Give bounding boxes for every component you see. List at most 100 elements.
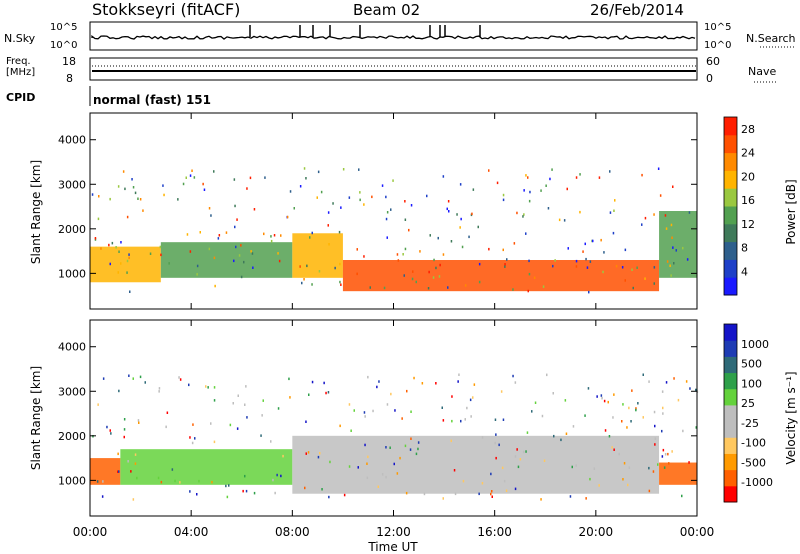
echo-speckle xyxy=(689,387,691,390)
echo-speckle xyxy=(193,176,196,179)
echo-speckle xyxy=(109,197,111,201)
echo-speckle xyxy=(442,175,445,178)
echo-speckle xyxy=(526,431,529,434)
echo-speckle xyxy=(438,275,441,278)
echo-speckle xyxy=(478,262,481,266)
colorbar-swatch xyxy=(724,324,737,341)
echo-speckle xyxy=(185,176,187,179)
echo-speckle xyxy=(306,264,308,268)
echo-speckle xyxy=(668,462,670,465)
xtick-label: 16:00 xyxy=(477,525,512,539)
echo-speckle xyxy=(327,211,330,214)
echo-speckle xyxy=(123,428,126,431)
echo-speckle xyxy=(435,266,437,270)
echo-speckle xyxy=(208,247,211,251)
echo-speckle xyxy=(491,495,493,498)
echo-speckle xyxy=(202,182,204,186)
echo-speckle xyxy=(642,373,644,376)
echo-speckle xyxy=(299,185,302,188)
echo-speckle xyxy=(217,237,220,240)
echo-speckle xyxy=(504,263,506,266)
nsky-tick-bottom-right: 10^0 xyxy=(704,40,731,51)
echo-speckle xyxy=(540,498,542,501)
echo-speckle xyxy=(552,264,554,268)
colorbar-tick-label: 12 xyxy=(741,218,755,231)
echo-speckle xyxy=(339,280,341,284)
echo-speckle xyxy=(240,244,242,247)
echo-speckle xyxy=(502,193,505,197)
echo-speckle xyxy=(681,494,683,498)
echo-speckle xyxy=(569,495,572,498)
echo-speckle xyxy=(673,377,675,380)
echo-speckle xyxy=(459,226,461,229)
echo-speckle xyxy=(327,224,329,227)
echo-speckle xyxy=(270,440,272,443)
echo-speckle xyxy=(332,202,334,205)
echo-speckle xyxy=(618,452,620,456)
echo-speckle xyxy=(117,452,119,456)
echo-speckle xyxy=(403,274,405,277)
echo-speckle xyxy=(316,196,318,199)
echo-speckle xyxy=(377,485,379,488)
echo-speckle xyxy=(442,253,445,256)
echo-speckle xyxy=(621,266,624,269)
colorbar-swatch xyxy=(724,170,737,189)
echo-speckle xyxy=(624,279,626,282)
echo-speckle xyxy=(566,187,568,191)
echo-speckle xyxy=(97,403,99,406)
echo-speckle xyxy=(397,259,400,262)
echo-speckle xyxy=(385,446,387,449)
echo-speckle xyxy=(490,492,492,496)
echo-speckle xyxy=(128,256,130,260)
echo-speckle xyxy=(500,390,503,393)
echo-speckle xyxy=(461,245,464,249)
ytick-label: 4000 xyxy=(58,134,86,147)
echo-speckle xyxy=(589,477,591,481)
echo-speckle xyxy=(261,414,263,417)
echo-speckle xyxy=(357,466,359,469)
echo-speckle xyxy=(528,199,531,203)
echo-speckle xyxy=(293,207,295,210)
colorbar-tick-label: -500 xyxy=(741,456,766,469)
echo-band xyxy=(90,246,161,283)
echo-speckle xyxy=(307,451,310,454)
colorbar-swatch xyxy=(724,356,737,374)
echo-speckle xyxy=(464,284,467,287)
echo-speckle xyxy=(160,480,163,484)
echo-speckle xyxy=(659,194,662,197)
nsearch-label: N.Search xyxy=(746,32,796,45)
echo-speckle xyxy=(311,380,314,384)
echo-speckle xyxy=(525,174,527,177)
echo-speckle xyxy=(179,481,181,484)
colorbar-tick-label: 500 xyxy=(741,358,762,371)
echo-speckle xyxy=(100,247,102,250)
cpid-value: normal (fast) 151 xyxy=(93,93,211,107)
echo-speckle xyxy=(364,443,366,447)
ytick-label: 3000 xyxy=(58,385,86,398)
echo-speckle xyxy=(97,217,100,221)
echo-speckle xyxy=(411,277,414,281)
echo-speckle xyxy=(636,266,638,269)
echo-speckle xyxy=(607,400,609,404)
echo-speckle xyxy=(592,239,594,243)
echo-speckle xyxy=(246,187,248,190)
echo-speckle xyxy=(608,435,611,438)
echo-speckle xyxy=(264,176,266,179)
echo-speckle xyxy=(457,380,459,383)
echo-speckle xyxy=(126,271,128,274)
echo-speckle xyxy=(415,452,418,456)
echo-speckle xyxy=(523,189,525,192)
echo-speckle xyxy=(472,396,474,399)
echo-speckle xyxy=(213,399,216,402)
echo-speckle xyxy=(210,214,212,217)
colorbar-swatch xyxy=(724,469,737,487)
colorbar-tick-label: 28 xyxy=(741,123,755,136)
echo-speckle xyxy=(654,424,656,428)
echo-speckle xyxy=(460,217,462,221)
echo-speckle xyxy=(196,264,199,268)
colorbar-swatch xyxy=(724,372,737,390)
echo-speckle xyxy=(631,389,633,392)
nave-label: Nave xyxy=(748,65,776,78)
echo-speckle xyxy=(601,396,603,400)
echo-speckle xyxy=(442,419,445,422)
